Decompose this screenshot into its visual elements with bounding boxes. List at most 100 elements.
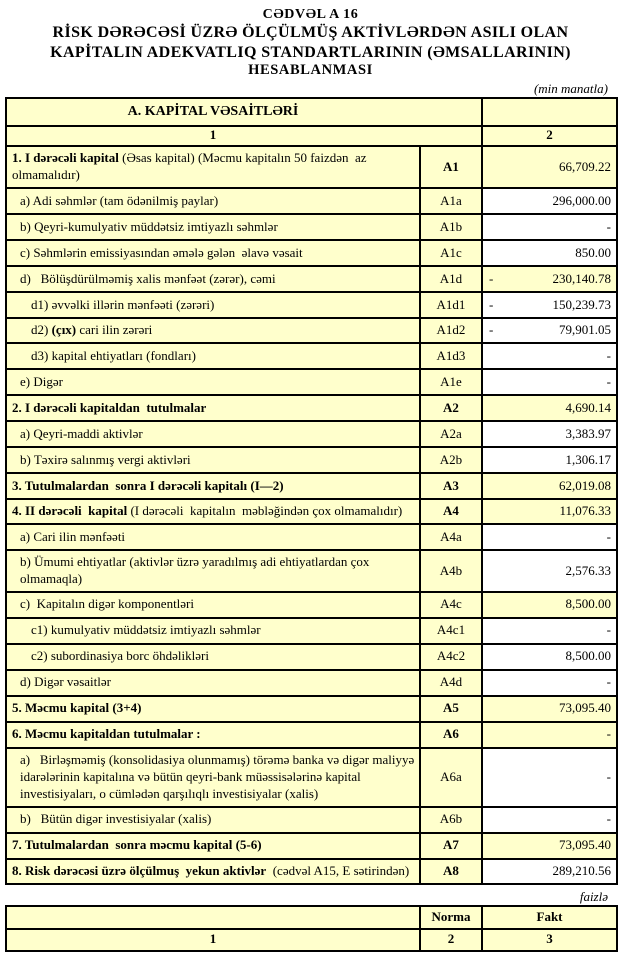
row-label: 4. II dərəcəli kapital (I dərəcəli kapit… xyxy=(5,498,421,526)
row-label: a) Qeyri-maddi aktivlər xyxy=(5,420,421,449)
row-code: A1d3 xyxy=(419,342,483,371)
row-label: b) Təxirə salınmış vergi aktivləri xyxy=(5,446,421,475)
row-label: 5. Məcmu kapital (3+4) xyxy=(5,694,421,723)
ratio-header-fakt: Fakt xyxy=(481,904,618,930)
row-label: e) Digər xyxy=(5,368,421,397)
row-code: A2 xyxy=(419,394,483,423)
value-number: - xyxy=(606,674,611,690)
row-value: 8,500.00 xyxy=(481,590,618,619)
capital-row-A8: 8. Risk dərəcəsi üzrə ölçülmuş yekun akt… xyxy=(5,857,618,885)
capital-row-A1d3: d3) kapital ehtiyatları (fondları) A1d3 - xyxy=(5,342,618,371)
ratio-column-number-row: 1 2 3 xyxy=(5,927,618,952)
value-number: - xyxy=(606,811,611,827)
capital-row-A4c2: c2) subordinasiya borc öhdəlikləri A4c2 8,… xyxy=(5,642,618,671)
row-code: A2b xyxy=(419,446,483,475)
capital-row-A4a: a) Cari ilin mənfəəti A4a - xyxy=(5,523,618,552)
ratio-column-number-1: 1 xyxy=(5,927,421,952)
row-label: 8. Risk dərəcəsi üzrə ölçülmuş yekun akt… xyxy=(5,857,421,885)
value-number: 66,709.22 xyxy=(559,158,611,174)
capital-row-A1d1: d1) əvvəlki illərin mənfəəti (zərəri) A1d… xyxy=(5,291,618,320)
row-code: A1 xyxy=(419,145,483,190)
row-value: - xyxy=(481,342,618,371)
value-number: - xyxy=(606,622,611,638)
row-code: A1a xyxy=(419,187,483,216)
row-code: A8 xyxy=(419,857,483,885)
row-label: a) Cari ilin mənfəəti xyxy=(5,523,421,552)
row-value: - 230,140.78 xyxy=(481,265,618,294)
ratio-column-number-2: 2 xyxy=(419,927,483,952)
row-label: c) Kapitalın digər komponentləri xyxy=(5,590,421,619)
row-label: d3) kapital ehtiyatları (fondları) xyxy=(5,342,421,371)
row-value: - xyxy=(481,720,618,749)
column-number-row: 1 2 xyxy=(5,125,618,148)
row-code: A4 xyxy=(419,498,483,526)
row-value: 62,019.08 xyxy=(481,472,618,501)
row-code: A6a xyxy=(419,746,483,808)
capital-row-A3: 3. Tutulmalardan sonra I dərəcəli kapita… xyxy=(5,472,618,501)
value-number: - xyxy=(606,528,611,544)
value-number: 2,576.33 xyxy=(565,562,612,578)
row-value: - xyxy=(481,523,618,552)
row-label: c2) subordinasiya borc öhdəlikləri xyxy=(5,642,421,671)
negative-sign: - xyxy=(489,270,494,286)
row-label: b) Ümumi ehtiyatlar (aktivlər üzrə yarad… xyxy=(5,549,421,593)
capital-row-A2a: a) Qeyri-maddi aktivlər A2a 3,383.97 xyxy=(5,420,618,449)
value-number: 850.00 xyxy=(575,244,611,260)
capital-row-A4c1: c1) kumulyativ müddətsiz imtiyazlı səhml… xyxy=(5,616,618,645)
negative-sign: - xyxy=(489,322,494,338)
row-code: A4a xyxy=(419,523,483,552)
value-number: 8,500.00 xyxy=(565,596,612,612)
capital-row-A6a: a) Birləşməmiş (konsolidasiya olunmamış)… xyxy=(5,746,618,808)
row-value: - xyxy=(481,368,618,397)
document-title-block: CƏDVƏL A 16 RİSK DƏRƏCƏSİ ÜZRƏ ÖLÇÜLMÜŞ … xyxy=(5,6,616,80)
capital-row-A1b: b) Qeyri-kumulyativ müddətsiz imtiyazlı … xyxy=(5,213,618,242)
row-label: 3. Tutulmalardan sonra I dərəcəli kapita… xyxy=(5,472,421,501)
row-label: 6. Məcmu kapitaldan tutulmalar : xyxy=(5,720,421,749)
capital-row-A1d: d) Bölüşdürülməmiş xalis mənfəət (zərər)… xyxy=(5,265,618,294)
ratio-header-empty-cell xyxy=(5,904,421,930)
row-value: 1,306.17 xyxy=(481,446,618,475)
capital-row-A6: 6. Məcmu kapitaldan tutulmalar : A6 - xyxy=(5,720,618,749)
value-number: 289,210.56 xyxy=(552,862,612,878)
row-code: A1e xyxy=(419,368,483,397)
ratio-column-number-3: 3 xyxy=(481,927,618,952)
value-number: 230,140.78 xyxy=(552,270,612,286)
row-value: 4,690.14 xyxy=(481,394,618,423)
capital-row-A1a: a) Adi səhmlər (tam ödənilmiş paylar) A1a… xyxy=(5,187,618,216)
value-number: 3,383.97 xyxy=(565,425,612,441)
row-label: d) Bölüşdürülməmiş xalis mənfəət (zərər)… xyxy=(5,265,421,294)
capital-row-A7: 7. Tutulmalardan sonra məcmu kapital (5-… xyxy=(5,831,618,860)
capital-table: A. KAPİTAL VƏSAİTLƏRİ 1 2 1. I dərəcəli … xyxy=(5,97,618,885)
row-value: - 79,901.05 xyxy=(481,317,618,345)
capital-row-A2: 2. I dərəcəli kapitaldan tutulmalar A2 4,6… xyxy=(5,394,618,423)
row-label: 1. I dərəcəli kapital (Əsas kapital) (Mə… xyxy=(5,145,421,190)
value-number: 73,095.40 xyxy=(559,700,611,716)
row-value: 296,000.00 xyxy=(481,187,618,216)
row-code: A4d xyxy=(419,668,483,697)
value-number: - xyxy=(606,726,611,742)
section-title: A. KAPİTAL VƏSAİTLƏRİ xyxy=(5,97,483,128)
value-number: 150,239.73 xyxy=(552,296,612,312)
row-code: A6b xyxy=(419,805,483,834)
ratio-header-row: Norma Fakt xyxy=(5,904,618,930)
row-code: A3 xyxy=(419,472,483,501)
row-label: b) Qeyri-kumulyativ müddətsiz imtiyazlı … xyxy=(5,213,421,242)
capital-row-A5: 5. Məcmu kapital (3+4) A5 73,095.40 xyxy=(5,694,618,723)
value-number: 11,076.33 xyxy=(559,503,611,519)
title-line-2: KAPİTALIN ADEKVATLIQ STANDARTLARININ (ƏM… xyxy=(50,43,571,61)
capital-row-A4c: c) Kapitalın digər komponentləri A4c 8,500… xyxy=(5,590,618,619)
row-label: a) Adi səhmlər (tam ödənilmiş paylar) xyxy=(5,187,421,216)
row-code: A1c xyxy=(419,239,483,268)
row-label: a) Birləşməmiş (konsolidasiya olunmamış)… xyxy=(5,746,421,808)
row-value: - xyxy=(481,668,618,697)
ratio-table: Norma Fakt 1 2 3 xyxy=(5,904,618,952)
value-number: 296,000.00 xyxy=(552,192,612,208)
row-value: 11,076.33 xyxy=(481,498,618,526)
capital-row-A1: 1. I dərəcəli kapital (Əsas kapital) (Mə… xyxy=(5,145,618,190)
row-code: A6 xyxy=(419,720,483,749)
value-number: 8,500.00 xyxy=(565,648,612,664)
row-label: d) Digər vəsaitlər xyxy=(5,668,421,697)
row-value: 289,210.56 xyxy=(481,857,618,885)
value-number: 79,901.05 xyxy=(559,322,611,338)
